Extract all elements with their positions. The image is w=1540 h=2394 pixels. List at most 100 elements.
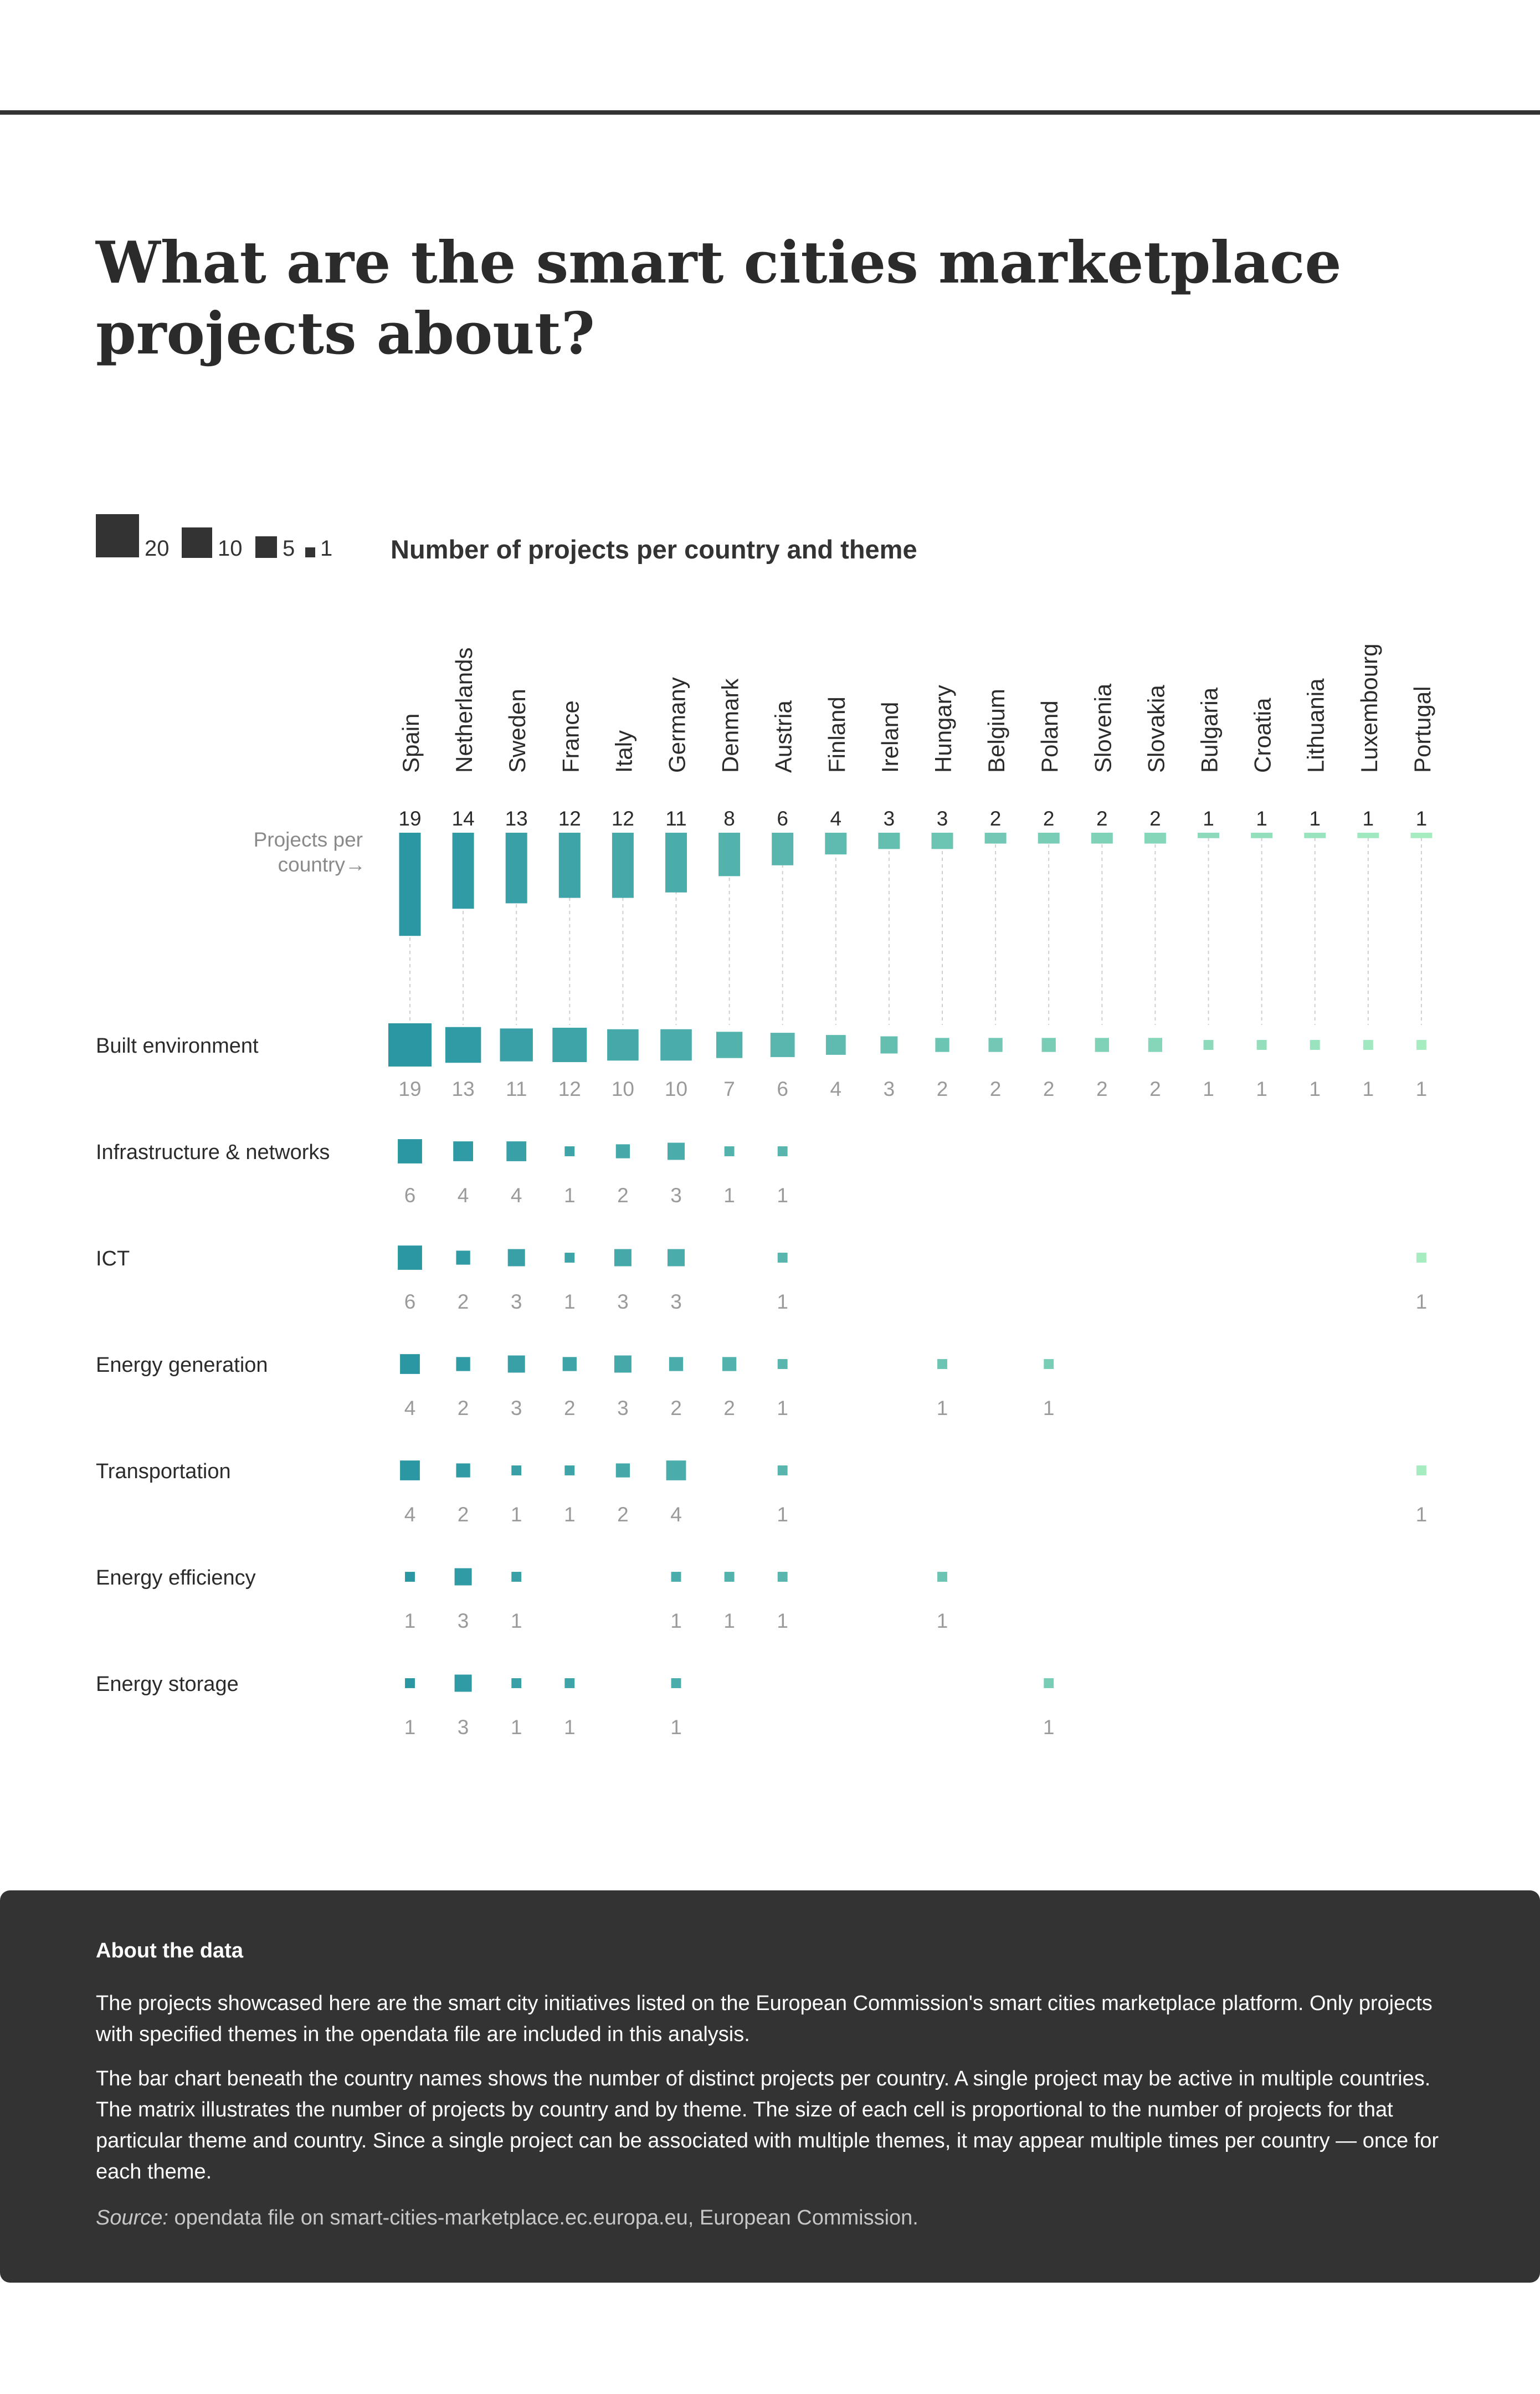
matrix-cell-label: 1 xyxy=(564,1716,576,1739)
matrix-cell-label: 3 xyxy=(670,1184,682,1207)
theme-label: Energy efficiency xyxy=(96,1566,256,1590)
projects-per-country-label-line2: country→ xyxy=(278,853,366,876)
matrix-cell-label: 1 xyxy=(937,1609,948,1632)
matrix-cell xyxy=(722,1357,737,1371)
matrix-cell xyxy=(988,1038,1003,1052)
matrix-cell xyxy=(400,1460,420,1480)
matrix-cell-label: 1 xyxy=(564,1290,576,1313)
projects-bar xyxy=(878,833,900,849)
theme-label: Energy storage xyxy=(96,1673,239,1696)
projects-count-label: 2 xyxy=(1096,807,1108,830)
legend-label-20: 20 xyxy=(145,536,170,561)
matrix-cell xyxy=(511,1572,522,1582)
matrix-cell xyxy=(777,1253,788,1263)
projects-count-label: 12 xyxy=(612,807,634,830)
matrix-cell-label: 13 xyxy=(452,1078,475,1100)
projects-count-label: 2 xyxy=(1043,807,1055,830)
matrix-cell-label: 1 xyxy=(1256,1078,1267,1100)
projects-count-label: 1 xyxy=(1363,807,1374,830)
legend-square-20 xyxy=(96,514,139,557)
matrix-cell-label: 2 xyxy=(458,1397,469,1419)
country-label: Croatia xyxy=(1250,698,1276,773)
matrix-cell xyxy=(1256,1040,1267,1050)
matrix-cell xyxy=(770,1033,795,1057)
matrix-cell-label: 1 xyxy=(1309,1078,1321,1100)
matrix-cell-label: 2 xyxy=(1096,1078,1108,1100)
country-label: Denmark xyxy=(717,678,743,773)
matrix-cell-label: 4 xyxy=(458,1184,469,1207)
matrix-cell xyxy=(937,1359,947,1369)
matrix-cell xyxy=(511,1465,522,1475)
matrix-cell-label: 1 xyxy=(1416,1078,1428,1100)
matrix-cell xyxy=(777,1146,788,1156)
matrix-cell-label: 12 xyxy=(558,1078,581,1100)
source-note: Source: opendata file on smart-cities-ma… xyxy=(96,2206,918,2230)
matrix-cell-label: 3 xyxy=(884,1078,895,1100)
matrix-cell-label: 3 xyxy=(670,1290,682,1313)
matrix-cell xyxy=(500,1028,533,1062)
matrix-cell-label: 2 xyxy=(1149,1078,1161,1100)
matrix-cell xyxy=(671,1572,681,1582)
matrix-cell xyxy=(1041,1038,1056,1052)
matrix-cell xyxy=(456,1463,470,1478)
matrix-cell-label: 3 xyxy=(511,1397,522,1419)
matrix-cell xyxy=(724,1146,735,1156)
matrix-cell xyxy=(671,1678,681,1688)
projects-bar xyxy=(1357,833,1379,838)
matrix-cell xyxy=(1363,1040,1373,1050)
projects-bar xyxy=(399,833,421,936)
projects-count-label: 19 xyxy=(398,807,421,830)
matrix-cell xyxy=(398,1245,422,1270)
matrix-cell-label: 19 xyxy=(398,1078,421,1100)
country-label: Luxembourg xyxy=(1356,644,1382,773)
matrix-cell-label: 1 xyxy=(670,1716,682,1739)
matrix-cell xyxy=(445,1027,481,1063)
matrix-cell xyxy=(405,1678,415,1688)
country-label: Sweden xyxy=(504,689,530,773)
country-label: Austria xyxy=(771,700,797,773)
projects-bar xyxy=(452,833,474,909)
legend-square-5 xyxy=(255,536,277,558)
projects-bar xyxy=(505,833,527,904)
projects-per-country-label-line1: Projects per xyxy=(254,828,363,851)
legend-label-1: 1 xyxy=(320,536,333,561)
country-label: Poland xyxy=(1036,700,1062,773)
projects-bar xyxy=(931,833,953,849)
matrix-cell xyxy=(1310,1040,1320,1050)
matrix-cell xyxy=(880,1036,898,1054)
matrix-cell xyxy=(660,1029,692,1061)
matrix-cell xyxy=(1044,1678,1054,1688)
projects-bar xyxy=(665,833,687,893)
matrix-cell xyxy=(454,1568,472,1586)
matrix-cell-label: 3 xyxy=(617,1290,629,1313)
projects-bar xyxy=(825,833,847,855)
projects-bar xyxy=(612,833,634,898)
matrix-cell-label: 1 xyxy=(1416,1290,1428,1313)
matrix-cell xyxy=(1416,1040,1426,1050)
projects-bar xyxy=(1198,833,1219,838)
matrix-cell-label: 2 xyxy=(564,1397,576,1419)
matrix-cell xyxy=(607,1029,639,1061)
matrix-cell-label: 1 xyxy=(404,1609,416,1632)
matrix-cell-label: 2 xyxy=(617,1184,629,1207)
matrix-cell xyxy=(615,1144,630,1158)
matrix-cell xyxy=(716,1032,743,1058)
matrix-cell-label: 2 xyxy=(458,1503,469,1526)
matrix-cell xyxy=(388,1023,432,1067)
projects-bar xyxy=(1144,833,1166,844)
matrix-cell xyxy=(937,1572,947,1582)
matrix-cell-label: 4 xyxy=(830,1078,842,1100)
source-label: Source: xyxy=(96,2206,168,2229)
projects-count-label: 11 xyxy=(665,807,686,830)
projects-count-label: 3 xyxy=(937,807,948,830)
country-label: Netherlands xyxy=(451,648,477,773)
projects-bar xyxy=(718,833,741,876)
country-label: Lithuania xyxy=(1303,678,1329,773)
source-text: opendata file on smart-cities-marketplac… xyxy=(168,2206,918,2229)
matrix-cell-label: 1 xyxy=(511,1503,522,1526)
matrix-cell xyxy=(456,1357,470,1371)
projects-count-label: 8 xyxy=(723,807,735,830)
projects-bar xyxy=(1091,833,1113,844)
matrix-cell-label: 2 xyxy=(458,1290,469,1313)
matrix-cell-label: 1 xyxy=(1043,1397,1055,1419)
